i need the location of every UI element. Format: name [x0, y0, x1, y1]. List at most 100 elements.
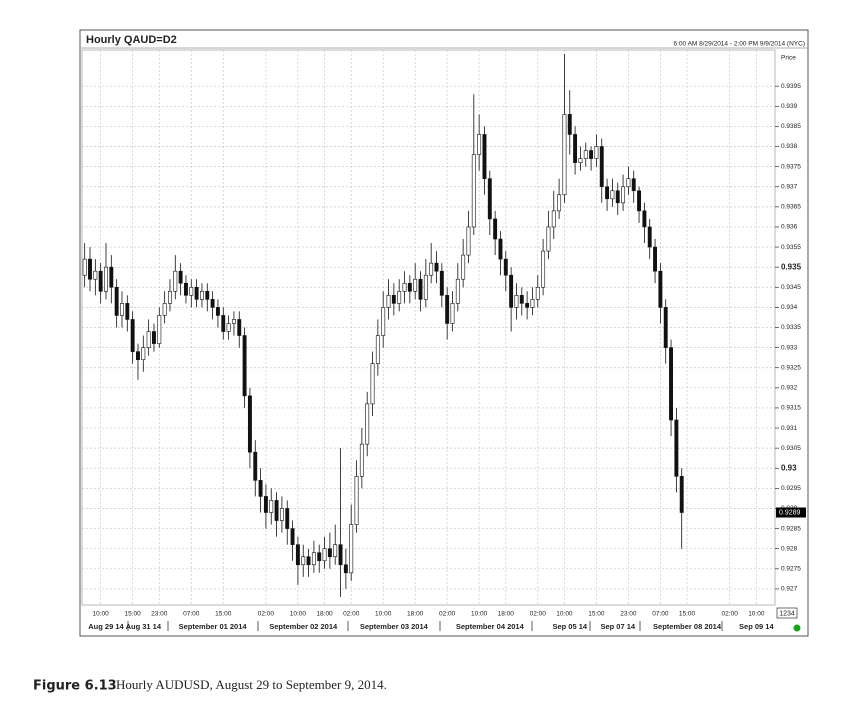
y-tick-label: 0.9355 [781, 244, 801, 251]
x-tick-label: 02:00 [343, 611, 360, 618]
candle-body [450, 303, 455, 324]
candle-body [557, 194, 562, 212]
candle-body [301, 556, 306, 566]
date-label: Aug 31 14 [126, 622, 162, 631]
y-tick-label: 0.9315 [781, 405, 801, 412]
candle-body [221, 315, 226, 332]
candle-body [418, 278, 423, 300]
x-tick-label: 10:00 [748, 611, 765, 618]
candle-body [215, 307, 220, 316]
candle-body [525, 303, 530, 308]
y-tick-label: 0.9275 [781, 566, 801, 573]
y-tick-label: 0.9385 [781, 123, 801, 130]
x-tick-label: 15:00 [215, 611, 232, 618]
candle-body [349, 524, 354, 574]
y-tick-label: 0.93 [781, 463, 797, 472]
date-label: September 03 2014 [360, 622, 429, 631]
candle-body [567, 114, 572, 135]
y-tick-label: 0.934 [781, 304, 798, 311]
candle-body [162, 303, 167, 316]
candle-body [466, 226, 471, 256]
candle-body [631, 178, 636, 192]
candle-body [455, 278, 460, 304]
y-tick-label: 0.937 [781, 183, 798, 190]
chart-frame [79, 29, 809, 637]
candle-body [413, 278, 418, 292]
candle-body [482, 134, 487, 179]
x-tick-label: 02:00 [439, 611, 456, 618]
candle-body [578, 158, 583, 163]
candle-body [104, 266, 108, 292]
candle-body [530, 299, 535, 308]
x-tick-label: 10:00 [471, 611, 488, 618]
candle-body [365, 403, 370, 445]
candle-body [429, 262, 434, 276]
candle-body [535, 286, 540, 300]
candle-body [263, 496, 268, 513]
candle-body [487, 178, 492, 220]
candle-body [253, 451, 258, 481]
candle-body [98, 270, 103, 292]
candle-body [130, 319, 135, 352]
candle-body [503, 258, 508, 276]
x-tick-label: 18:00 [498, 611, 515, 618]
candle-body [498, 238, 503, 260]
chart-subtitle: 6:00 AM 8/29/2014 - 2:00 PM 9/9/2014 (NY… [673, 41, 805, 48]
candle-body [637, 190, 642, 212]
candle-body [546, 226, 551, 252]
x-tick-label: 15:00 [588, 611, 605, 618]
y-tick-label: 0.9375 [781, 163, 801, 170]
x-tick-label: 23:00 [151, 611, 168, 618]
candle-body [381, 307, 386, 336]
candle-body [157, 315, 162, 344]
x-tick-label: 02:00 [258, 611, 275, 618]
candle-body [88, 258, 92, 280]
date-label: September 08 2014 [653, 622, 722, 631]
candle-body [615, 190, 620, 204]
date-separators [127, 621, 723, 631]
candle-body [141, 347, 146, 360]
y-tick-label: 0.935 [781, 262, 802, 271]
candle-body [621, 186, 626, 204]
y-tick-label: 0.9365 [781, 204, 801, 211]
candle-body [338, 544, 343, 566]
candle-body [551, 210, 556, 228]
y-tick-label: 0.9285 [781, 525, 801, 532]
last-price-box [776, 507, 806, 518]
corner-box-text: 1234 [779, 610, 795, 617]
x-tick-label: 07:00 [652, 611, 669, 618]
candle-body [189, 286, 194, 296]
candle-body [573, 134, 578, 163]
candle-body [269, 500, 274, 513]
candle-body [605, 186, 610, 200]
y-tick-label: 0.938 [781, 143, 798, 150]
candle-body [359, 443, 364, 477]
candle-body [402, 282, 407, 292]
candle-body [295, 544, 300, 566]
x-tick-label: 02:00 [530, 611, 547, 618]
candle-body [168, 291, 172, 304]
candle-body [120, 303, 124, 316]
y-tick-label: 0.933 [781, 344, 798, 351]
candle-body [562, 114, 567, 196]
candle-body [375, 335, 380, 364]
y-tick-label: 0.931 [781, 425, 798, 432]
candle-body [423, 274, 428, 300]
candle-body [183, 282, 188, 296]
candle-body [173, 270, 178, 292]
candle-body [642, 210, 647, 228]
candle-body [343, 564, 348, 574]
y-tick-label: 0.9305 [781, 445, 801, 452]
candle-body [610, 190, 615, 200]
candle-body [674, 419, 679, 477]
candle-body [242, 335, 247, 397]
date-label: September 01 2014 [179, 622, 248, 631]
date-label: Aug 29 14 [88, 622, 124, 631]
candle-body [114, 286, 119, 316]
y-tick-label: 0.936 [781, 224, 798, 231]
candle-body [322, 548, 327, 562]
candle-body [317, 552, 322, 562]
candle-body [109, 266, 114, 288]
candle-body [199, 291, 204, 300]
x-tick-label: 10:00 [290, 611, 307, 618]
